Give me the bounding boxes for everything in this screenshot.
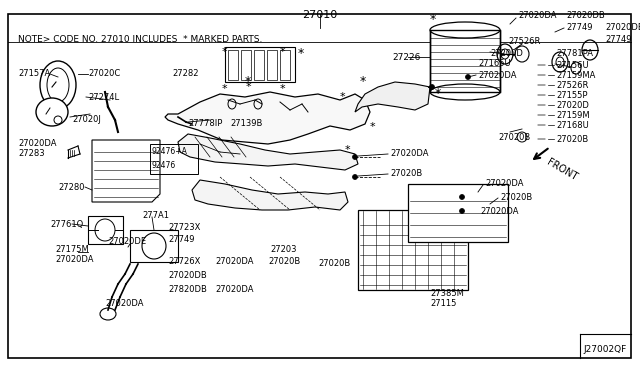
Text: 27020DA: 27020DA: [390, 150, 429, 158]
Text: 27226: 27226: [392, 52, 420, 61]
Text: 27020DA: 27020DA: [485, 180, 524, 189]
Ellipse shape: [353, 154, 358, 160]
Text: 27526R: 27526R: [556, 80, 588, 90]
Text: 27726X: 27726X: [168, 257, 200, 266]
Text: 27020DB: 27020DB: [566, 12, 605, 20]
Polygon shape: [355, 82, 430, 112]
Bar: [225, 47, 295, 82]
Text: 27157A: 27157A: [18, 70, 51, 78]
Bar: [88, 216, 123, 244]
Polygon shape: [192, 180, 348, 210]
Text: 27020DA: 27020DA: [18, 140, 56, 148]
Text: 27020DB: 27020DB: [168, 272, 207, 280]
Text: 27010: 27010: [302, 10, 338, 20]
Text: 27526R: 27526R: [508, 38, 540, 46]
Bar: [267, 50, 277, 80]
Text: *: *: [222, 47, 228, 57]
Bar: [254, 50, 264, 80]
Text: 27175M: 27175M: [55, 246, 89, 254]
Text: 27020DA: 27020DA: [518, 12, 557, 20]
Ellipse shape: [353, 174, 358, 180]
Text: 27115: 27115: [430, 299, 456, 308]
Text: 27749: 27749: [168, 235, 195, 244]
Text: 27159MA: 27159MA: [556, 71, 595, 80]
Text: 27020DA: 27020DA: [478, 71, 516, 80]
Bar: [408, 184, 508, 242]
Text: 277A1: 277A1: [142, 212, 169, 221]
Text: 27165U: 27165U: [478, 60, 511, 68]
Text: 27020B: 27020B: [500, 192, 532, 202]
Bar: [430, 30, 500, 92]
Text: *: *: [298, 48, 304, 61]
Text: *: *: [360, 76, 366, 89]
Text: 27781PA: 27781PA: [556, 49, 593, 58]
Text: 27155P: 27155P: [556, 90, 588, 99]
Text: FRONT: FRONT: [545, 157, 579, 183]
Ellipse shape: [460, 195, 465, 199]
Polygon shape: [92, 140, 160, 202]
Text: *: *: [222, 84, 228, 94]
Text: 27159M: 27159M: [556, 110, 589, 119]
Text: 27020DA: 27020DA: [215, 285, 253, 295]
Text: 27020DE: 27020DE: [108, 237, 146, 247]
Ellipse shape: [465, 74, 470, 80]
Text: 27761Q: 27761Q: [50, 219, 83, 228]
Text: 27200D: 27200D: [490, 49, 523, 58]
Text: *: *: [246, 82, 252, 92]
Ellipse shape: [40, 61, 76, 109]
Text: *: *: [340, 92, 346, 102]
Text: 27280: 27280: [58, 183, 85, 192]
Text: 27385M: 27385M: [430, 289, 464, 298]
Text: 27723X: 27723X: [168, 222, 200, 231]
Text: *: *: [280, 84, 285, 94]
Text: 27020DB: 27020DB: [605, 23, 640, 32]
Bar: [150, 144, 198, 174]
Text: 27749: 27749: [605, 35, 632, 44]
Polygon shape: [178, 134, 358, 170]
Text: 27020B: 27020B: [318, 260, 350, 269]
Polygon shape: [165, 92, 370, 144]
Text: 27020B: 27020B: [390, 170, 422, 179]
Bar: [130, 230, 178, 262]
Text: 27020D: 27020D: [556, 100, 589, 109]
Bar: [358, 210, 468, 290]
Text: 92476: 92476: [152, 160, 176, 170]
Text: *: *: [370, 122, 376, 132]
Text: 27139B: 27139B: [230, 119, 262, 128]
Text: 27820DB: 27820DB: [168, 285, 207, 295]
Text: *: *: [280, 47, 285, 57]
Text: J27002QF: J27002QF: [584, 346, 627, 355]
Ellipse shape: [460, 208, 465, 214]
Text: 27168U: 27168U: [556, 121, 589, 129]
Bar: [228, 50, 238, 80]
Text: 27778IP: 27778IP: [188, 119, 222, 128]
Text: 27020C: 27020C: [88, 70, 120, 78]
Text: 27020DA: 27020DA: [480, 206, 518, 215]
Text: 27203: 27203: [270, 246, 296, 254]
Text: 27156U: 27156U: [556, 61, 589, 70]
Text: 27274L: 27274L: [88, 93, 119, 102]
Ellipse shape: [429, 84, 435, 90]
Text: 27020B: 27020B: [498, 132, 531, 141]
Text: 27020DA: 27020DA: [215, 257, 253, 266]
Text: 27020J: 27020J: [72, 115, 101, 124]
Text: *: *: [430, 13, 436, 26]
Text: 27020DA: 27020DA: [105, 299, 143, 308]
Bar: [280, 50, 290, 80]
Bar: [241, 50, 251, 80]
Text: 27020B: 27020B: [268, 257, 300, 266]
Ellipse shape: [36, 98, 68, 126]
Text: 92476+A: 92476+A: [152, 148, 188, 157]
Text: 27283: 27283: [18, 150, 45, 158]
Text: 27020B: 27020B: [556, 135, 588, 144]
Text: *: *: [435, 87, 441, 100]
Text: 27020DA: 27020DA: [55, 256, 93, 264]
Text: *: *: [345, 145, 351, 155]
Text: 27282: 27282: [172, 70, 198, 78]
Text: *: *: [245, 76, 252, 89]
Text: NOTE> CODE NO. 27010 INCLUDES  * MARKED PARTS.: NOTE> CODE NO. 27010 INCLUDES * MARKED P…: [18, 35, 262, 45]
Text: 27749: 27749: [566, 23, 593, 32]
